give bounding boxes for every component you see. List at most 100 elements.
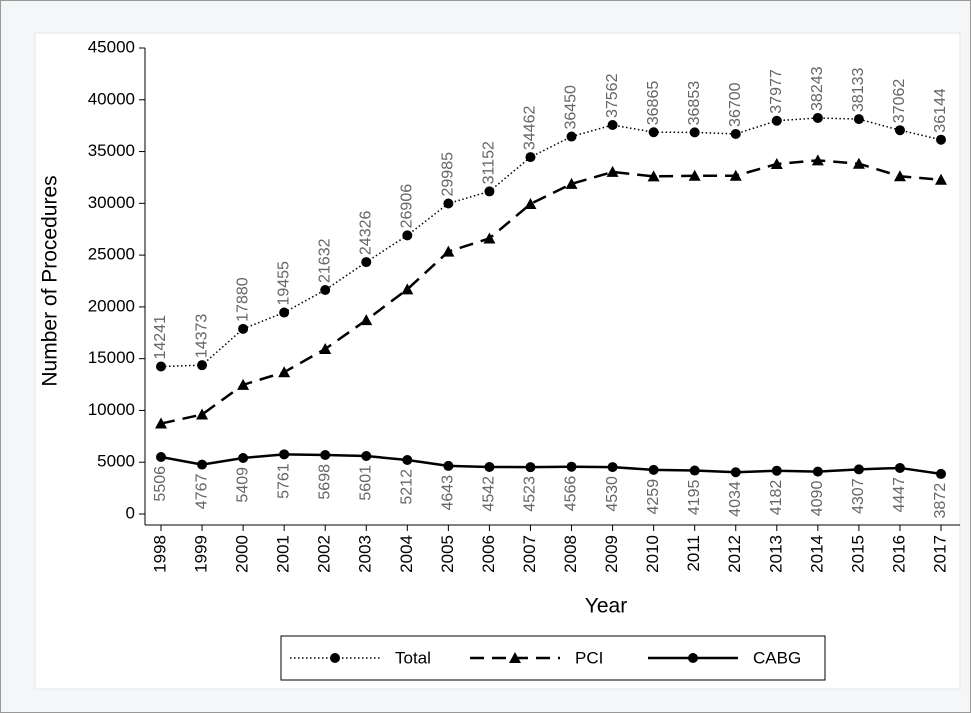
data-point bbox=[853, 464, 864, 475]
x-tick-label: 2007 bbox=[520, 535, 539, 573]
x-tick-label: 2016 bbox=[889, 535, 908, 573]
y-tick-label: 20000 bbox=[88, 296, 135, 315]
data-label: 4767 bbox=[193, 474, 210, 510]
x-tick-label: 1998 bbox=[150, 535, 169, 573]
data-point bbox=[730, 128, 741, 139]
legend-marker bbox=[509, 652, 521, 663]
data-point bbox=[237, 378, 250, 390]
data-label: 5212 bbox=[399, 469, 416, 505]
data-point bbox=[197, 459, 208, 470]
x-tick-label: 2000 bbox=[233, 535, 252, 573]
data-point bbox=[771, 465, 782, 476]
data-point bbox=[484, 461, 495, 472]
data-label: 36865 bbox=[645, 81, 662, 126]
data-point bbox=[771, 115, 782, 126]
data-label: 36853 bbox=[686, 81, 703, 126]
data-label: 5409 bbox=[234, 467, 251, 503]
data-point bbox=[689, 127, 700, 138]
data-point bbox=[361, 450, 372, 461]
y-tick-label: 35000 bbox=[88, 141, 135, 160]
data-point bbox=[443, 198, 454, 209]
series-line bbox=[160, 117, 942, 368]
x-tick-label: 2011 bbox=[684, 535, 703, 572]
data-point bbox=[647, 170, 660, 182]
data-point bbox=[238, 323, 249, 334]
data-point bbox=[893, 170, 906, 182]
data-label: 37062 bbox=[891, 79, 908, 124]
x-axis-title: Year bbox=[585, 595, 627, 618]
x-tick-label: 2013 bbox=[766, 535, 785, 573]
data-point bbox=[278, 366, 291, 378]
x-tick-label: 2014 bbox=[807, 535, 826, 573]
x-tick-label: 2004 bbox=[397, 535, 416, 573]
legend-marker bbox=[688, 653, 698, 663]
data-label: 29985 bbox=[440, 152, 457, 197]
x-tick-label: 2012 bbox=[725, 535, 744, 573]
data-point bbox=[648, 464, 659, 475]
data-point bbox=[402, 455, 413, 466]
x-tick-label: 2006 bbox=[479, 535, 498, 573]
data-label: 4530 bbox=[604, 476, 621, 512]
data-point bbox=[607, 120, 618, 131]
data-point bbox=[935, 173, 947, 185]
y-tick-label: 40000 bbox=[88, 89, 135, 108]
data-point bbox=[607, 462, 618, 473]
y-tick-label: 10000 bbox=[88, 400, 135, 419]
data-label: 14241 bbox=[152, 315, 169, 360]
data-label: 36450 bbox=[563, 85, 580, 130]
data-point bbox=[688, 169, 701, 181]
data-label: 37562 bbox=[604, 73, 621, 118]
x-tick-label: 2001 bbox=[274, 535, 293, 573]
data-label: 34462 bbox=[522, 106, 539, 151]
data-label: 3872 bbox=[932, 483, 949, 519]
y-tick-label: 0 bbox=[126, 503, 135, 522]
y-axis-title: Number of Procedures bbox=[39, 175, 62, 386]
data-label: 17880 bbox=[234, 277, 251, 322]
data-point bbox=[566, 461, 577, 472]
x-tick-label: 2002 bbox=[315, 535, 334, 573]
data-point bbox=[319, 342, 332, 354]
data-label: 21632 bbox=[316, 238, 333, 283]
data-label: 4447 bbox=[891, 477, 908, 513]
data-point bbox=[566, 131, 577, 142]
y-tick-label: 25000 bbox=[88, 245, 135, 264]
data-label: 4182 bbox=[768, 480, 785, 516]
data-label: 19455 bbox=[275, 261, 292, 306]
data-label: 37977 bbox=[768, 69, 785, 114]
x-tick-label: 2008 bbox=[561, 535, 580, 573]
data-point bbox=[812, 112, 823, 123]
data-point bbox=[565, 177, 578, 189]
data-point bbox=[156, 361, 166, 372]
y-tick-label: 15000 bbox=[88, 348, 135, 367]
data-label: 5601 bbox=[357, 465, 374, 501]
data-point bbox=[238, 452, 249, 463]
data-label: 5698 bbox=[316, 464, 333, 500]
data-point bbox=[156, 451, 166, 462]
data-point bbox=[730, 467, 741, 478]
data-point bbox=[525, 152, 536, 163]
x-tick-label: 1999 bbox=[192, 535, 211, 573]
data-point bbox=[729, 169, 742, 181]
x-tick-label: 2010 bbox=[643, 535, 662, 573]
x-tick-label: 2005 bbox=[438, 535, 457, 573]
data-point bbox=[812, 466, 823, 477]
data-point bbox=[443, 460, 454, 471]
data-label: 4195 bbox=[686, 479, 703, 515]
data-label: 5761 bbox=[275, 463, 292, 499]
data-point bbox=[402, 230, 413, 241]
data-point bbox=[770, 158, 783, 170]
data-point bbox=[811, 154, 824, 166]
data-label: 4259 bbox=[645, 479, 662, 515]
x-tick-label: 2009 bbox=[602, 535, 621, 573]
data-label: 4090 bbox=[809, 481, 826, 517]
legend-label: CABG bbox=[753, 648, 801, 667]
legend-label: Total bbox=[395, 648, 431, 667]
x-tick-label: 2017 bbox=[930, 535, 949, 573]
data-point bbox=[401, 283, 414, 295]
data-point bbox=[894, 462, 905, 473]
y-tick-label: 45000 bbox=[88, 37, 135, 56]
data-point bbox=[606, 165, 619, 177]
plot-region bbox=[34, 32, 961, 690]
data-point bbox=[852, 157, 865, 169]
